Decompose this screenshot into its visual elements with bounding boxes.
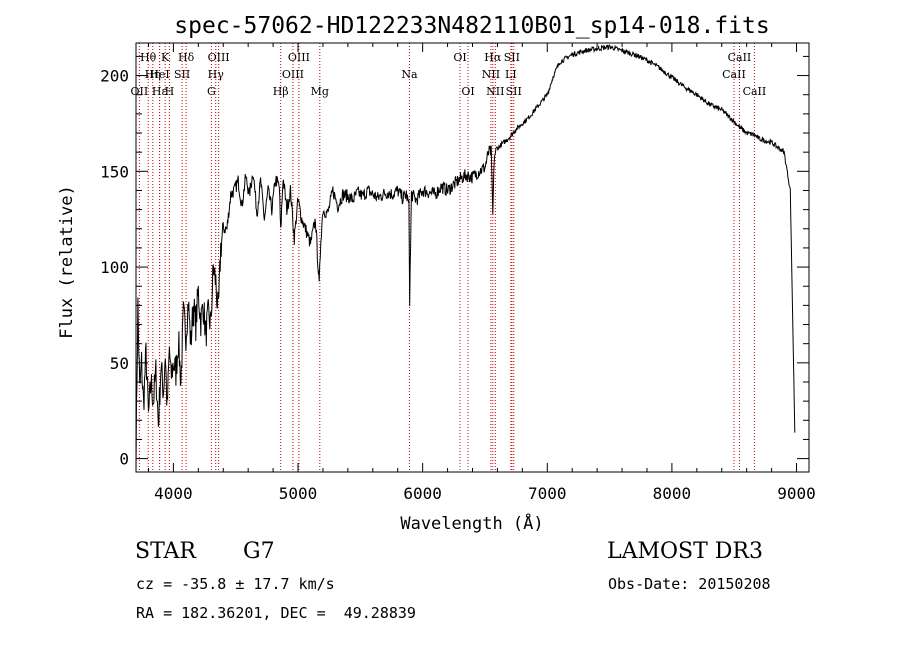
- line-label-21: NII: [486, 85, 504, 98]
- line-label-24: SII: [506, 85, 522, 98]
- x-tick-label: 7000: [528, 484, 567, 503]
- line-label-18: OI: [461, 85, 474, 98]
- line-label-16: Na: [401, 68, 418, 81]
- line-label-10: Hγ: [208, 68, 225, 81]
- y-tick-label: 50: [110, 354, 129, 373]
- y-tick-label: 150: [100, 162, 129, 181]
- x-tick-label: 8000: [653, 484, 692, 503]
- line-label-25: CaII: [722, 68, 746, 81]
- y-tick-label: 0: [119, 450, 129, 469]
- line-label-3: HeI: [149, 68, 169, 81]
- plot-frame: [135, 42, 810, 473]
- line-label-27: CaII: [743, 85, 767, 98]
- x-tick-label: 9000: [777, 484, 816, 503]
- line-label-12: Hβ: [273, 85, 289, 98]
- x-tick-label: 6000: [403, 484, 442, 503]
- x-tick-label: 5000: [279, 484, 318, 503]
- line-label-13: OIII: [282, 68, 304, 81]
- line-label-23: LI: [505, 68, 517, 81]
- line-label-2: Hη: [145, 68, 161, 81]
- object-class: STAR: [135, 539, 196, 564]
- line-label-20: NII: [482, 68, 500, 81]
- axis-ticks: 4000 5000 6000 7000 8000 9000 0 50 100 150 200: [100, 43, 816, 503]
- spectrum-line: [135, 44, 796, 473]
- redshift-velocity: cz = -35.8 ± 17.7 km/s: [136, 575, 335, 593]
- line-label-7: SII: [174, 68, 190, 81]
- line-label-11: G: [207, 85, 216, 98]
- line-label-15: Mg: [311, 85, 329, 98]
- line-label-22: SII: [504, 51, 520, 64]
- line-label-1: OII: [131, 85, 149, 98]
- survey-name: LAMOST DR3: [607, 539, 763, 564]
- chart-title: spec-57062-HD122233N482110B01_sp14-018.f…: [174, 13, 769, 39]
- coordinates: RA = 182.36201, DEC = 49.28839: [136, 604, 416, 622]
- x-tick-label: 4000: [154, 484, 193, 503]
- line-label-19: Hα: [484, 51, 502, 64]
- y-axis-label: Flux (relative): [57, 185, 77, 339]
- object-subclass: G7: [243, 539, 275, 564]
- line-label-0: Hθ: [140, 51, 157, 64]
- line-label-8: Hδ: [178, 51, 195, 64]
- line-label-14: OIII: [288, 51, 310, 64]
- line-label-6: H: [165, 85, 175, 98]
- observation-date: Obs-Date: 20150208: [608, 575, 771, 593]
- y-tick-label: 200: [100, 67, 129, 86]
- line-label-9: OIII: [208, 51, 230, 64]
- line-label-5: K: [161, 51, 170, 64]
- spectral-line-markers: [138, 43, 755, 472]
- x-axis-label: Wavelength (Å): [400, 512, 543, 534]
- line-label-26: CaII: [728, 51, 752, 64]
- y-tick-label: 100: [100, 258, 129, 277]
- line-label-4: Hε: [152, 85, 168, 98]
- line-label-17: OI: [453, 51, 466, 64]
